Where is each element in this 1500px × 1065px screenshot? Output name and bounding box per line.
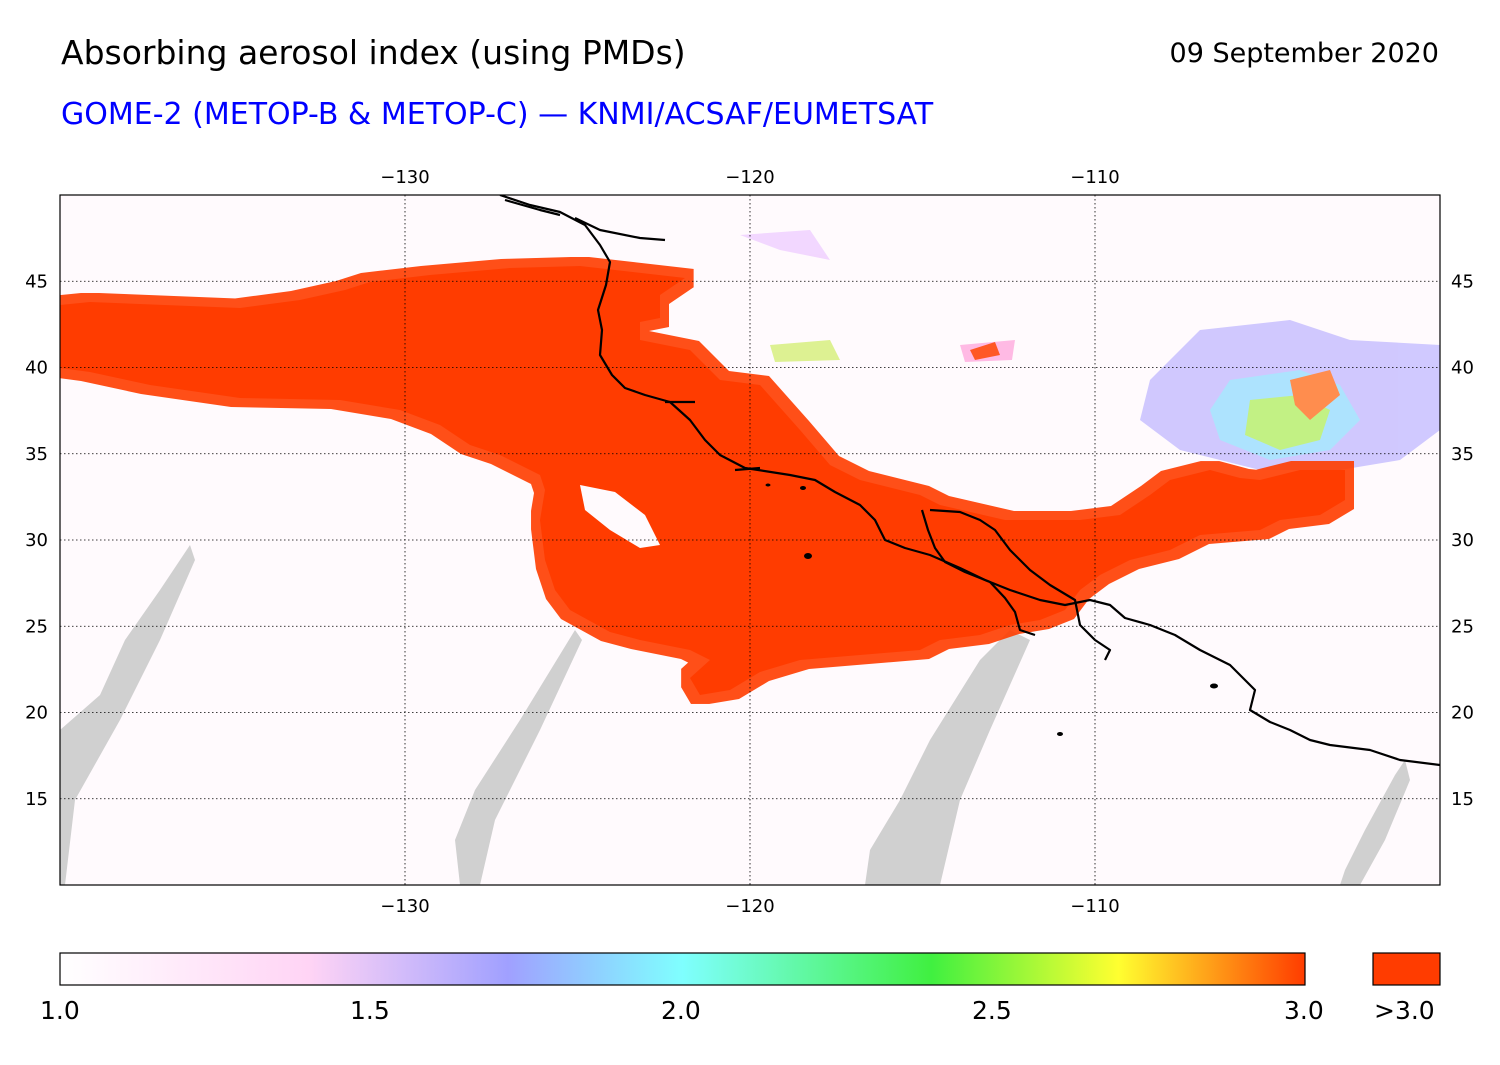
lat-tick-label-right: 45 (1451, 271, 1474, 292)
lon-tick-label-top: −130 (380, 167, 429, 188)
lat-tick-label-right: 25 (1451, 616, 1474, 637)
colorbar-label-2-5: 2.5 (972, 996, 1012, 1025)
plot-frame (59, 194, 1441, 886)
map-date: 09 September 2020 (1169, 38, 1439, 69)
colorbar-label-1-5: 1.5 (350, 996, 390, 1025)
gridlines (60, 195, 1440, 885)
lat-tick-label-left: 35 (25, 444, 48, 465)
map-subtitle: GOME-2 (METOP-B & METOP-C) — KNMI/ACSAF/… (61, 97, 934, 132)
colorbar-label-3-0: 3.0 (1284, 996, 1324, 1025)
lon-tick-label-bottom: −110 (1070, 896, 1119, 917)
lat-tick-label-left: 20 (25, 703, 48, 724)
lat-tick-label-right: 15 (1451, 789, 1474, 810)
colorbar-label-over: >3.0 (1374, 996, 1435, 1025)
lat-tick-label-left: 45 (25, 271, 48, 292)
islands (765, 483, 1218, 736)
colorbar-gradient (59, 952, 1306, 986)
plume-gap (580, 485, 660, 548)
aerosol-haze (740, 230, 1440, 470)
lat-tick-label-left: 15 (25, 789, 48, 810)
colorbar-label-1-0: 1.0 (40, 996, 80, 1025)
axis-ticks: −130 −130 −120 −120 −110 −110 15 15 20 20 25 25 30 30… (25, 167, 1474, 917)
lon-tick-label-bottom: −120 (725, 896, 774, 917)
lon-tick-label-top: −120 (725, 167, 774, 188)
colorbar-label-2-0: 2.0 (661, 996, 701, 1025)
lon-tick-label-top: −110 (1070, 167, 1119, 188)
lat-tick-label-right: 30 (1451, 530, 1474, 551)
lat-tick-label-left: 30 (25, 530, 48, 551)
smoke-plume (60, 266, 1345, 695)
lat-tick-label-right: 35 (1451, 444, 1474, 465)
lat-tick-label-left: 40 (25, 358, 48, 379)
lon-tick-label-bottom: −130 (380, 896, 429, 917)
colorbar-over-swatch (1372, 952, 1441, 986)
lat-tick-label-left: 25 (25, 616, 48, 637)
lat-tick-label-right: 40 (1451, 358, 1474, 379)
lat-tick-label-right: 20 (1451, 703, 1474, 724)
no-data-swaths (60, 545, 1410, 885)
map-title: Absorbing aerosol index (using PMDs) (61, 33, 686, 72)
